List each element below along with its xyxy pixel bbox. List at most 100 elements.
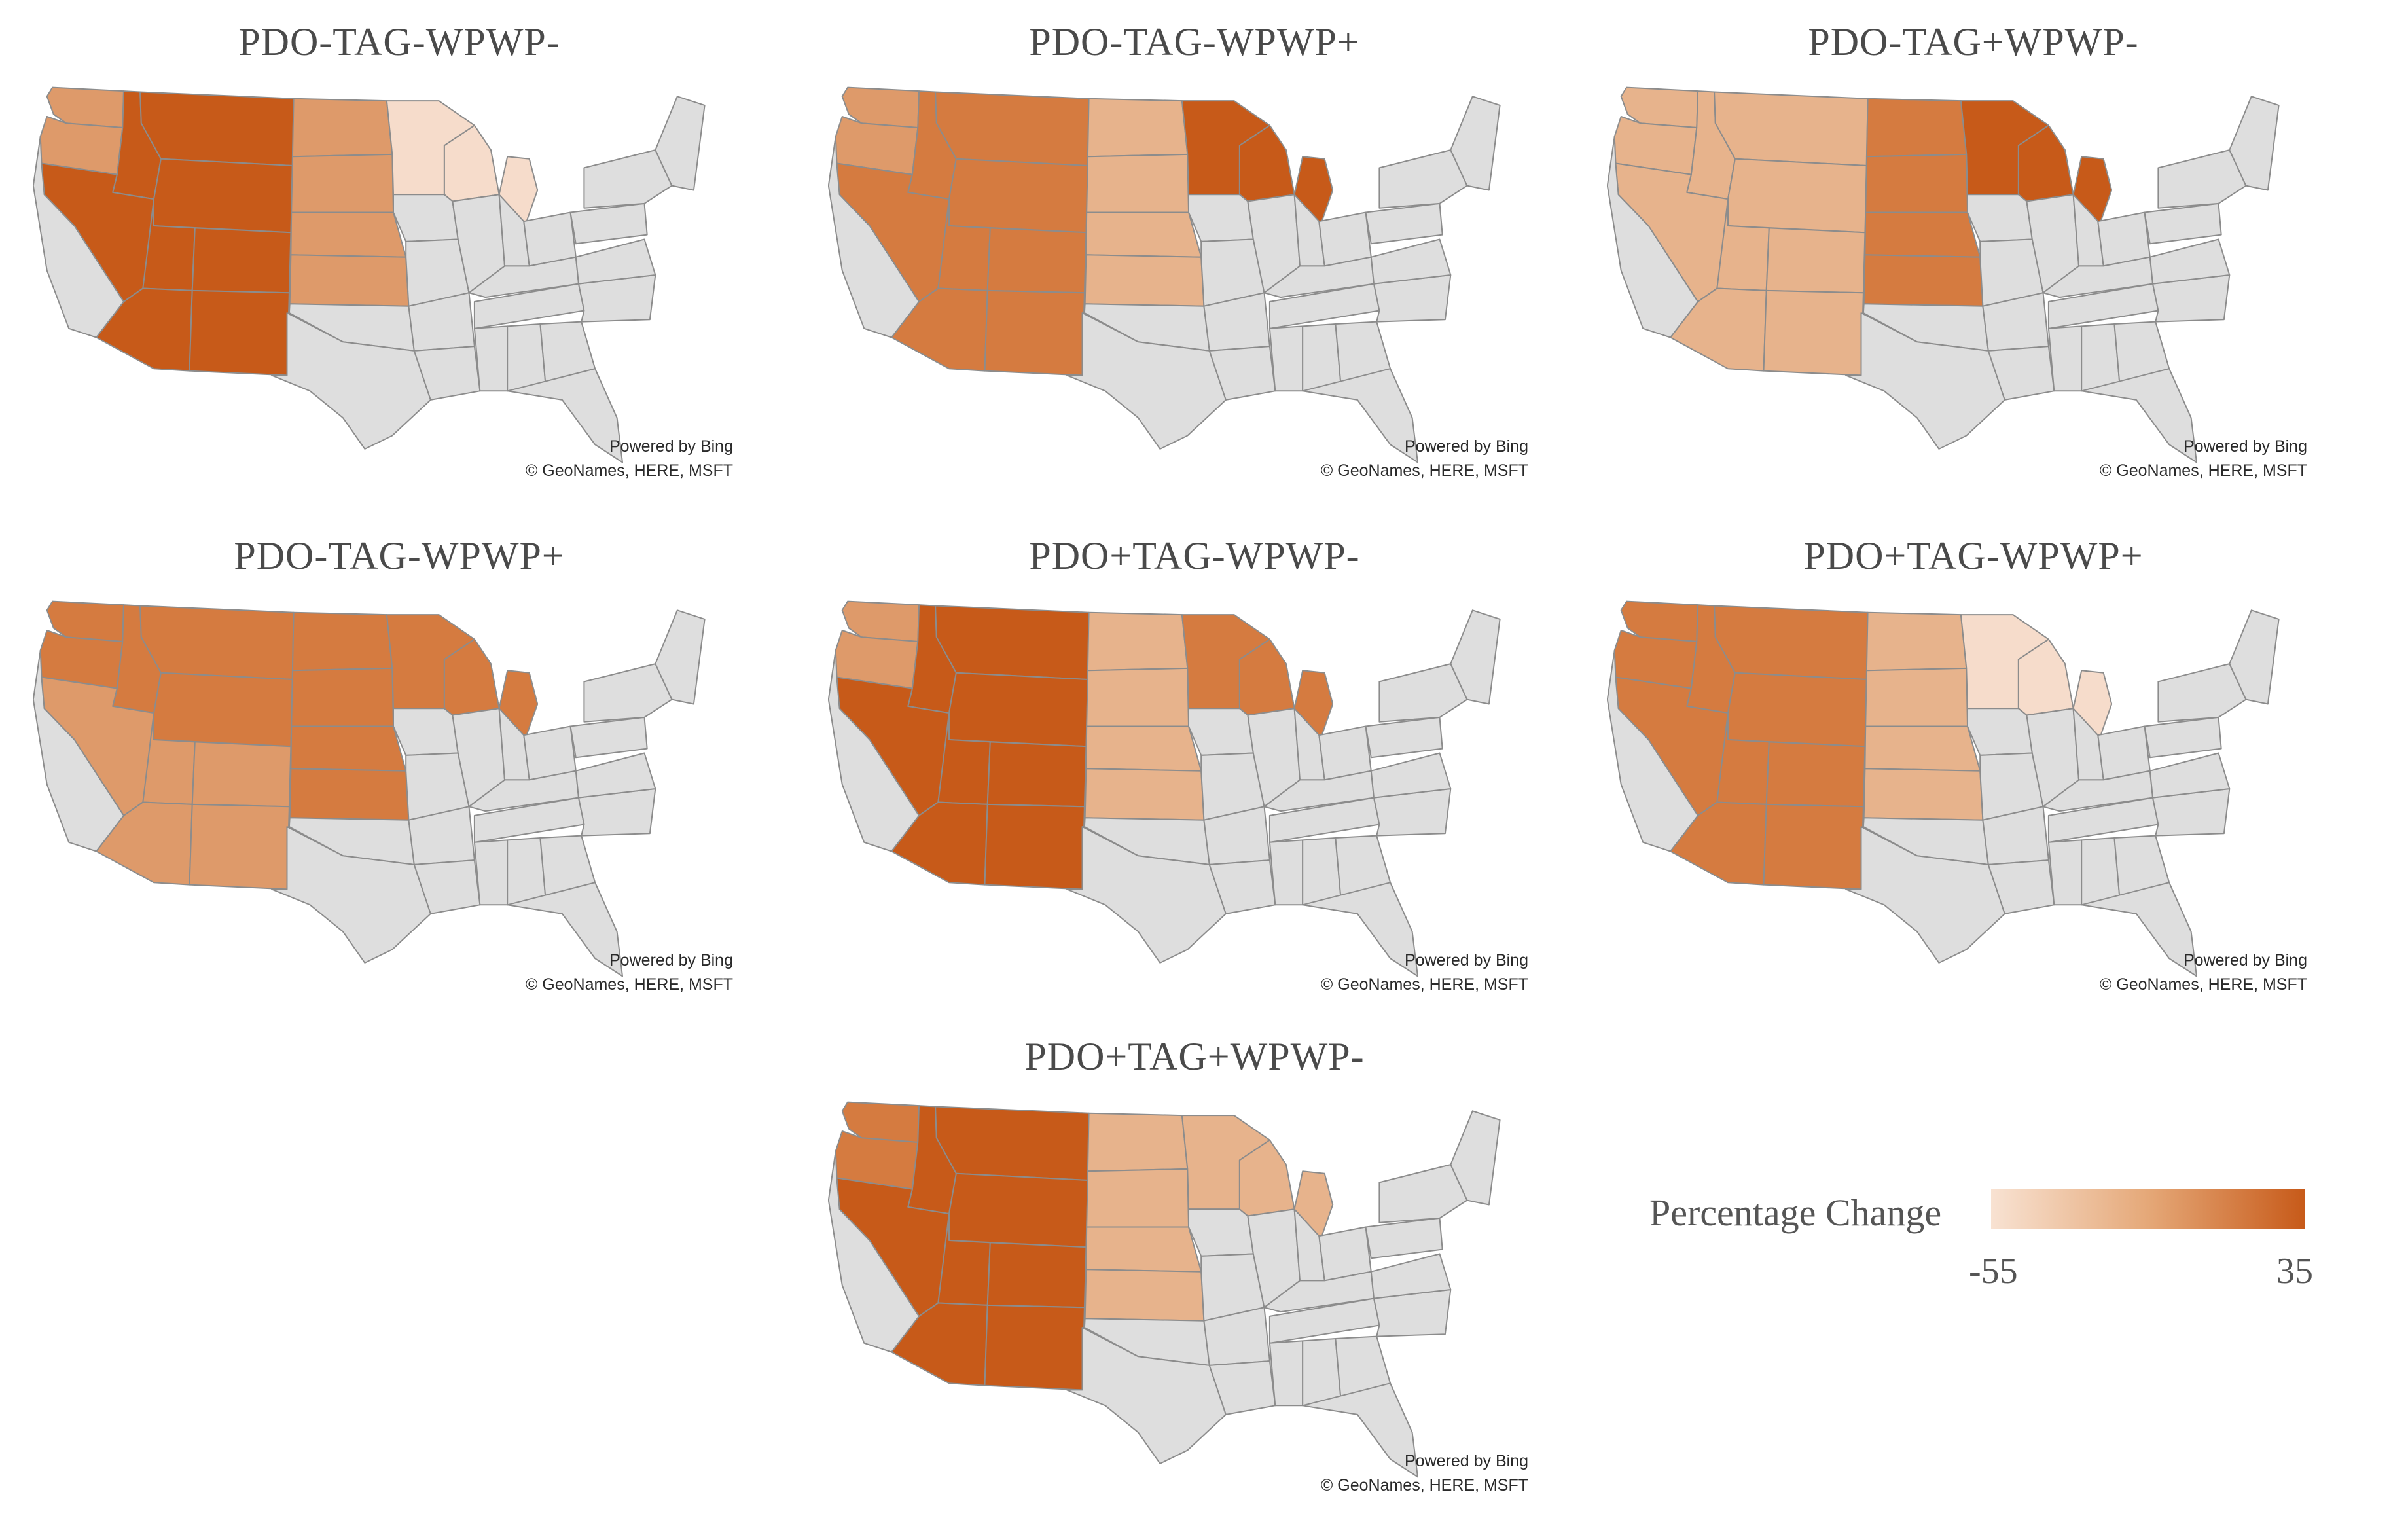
state-iowa: [1188, 194, 1254, 242]
state-nebraska: [1085, 725, 1202, 772]
panel-title: PDO-TAG-WPWP+: [234, 534, 565, 577]
state-new-mexico: [984, 803, 1085, 890]
legend-color-bar: [1990, 1188, 2307, 1230]
state-new-mexico: [1763, 803, 1864, 890]
state-new-york: [1378, 149, 1468, 209]
state-new-england: [1450, 1110, 1501, 1206]
state-virginia: [575, 752, 656, 799]
state-nebraska: [1085, 211, 1202, 258]
state-colorado: [986, 227, 1087, 294]
state-nebraska: [290, 725, 407, 772]
state-california: [828, 1150, 920, 1353]
state-wyoming: [153, 672, 293, 748]
map-panel: PDO+TAG-WPWP- Powered by Bing © GeoNames…: [808, 527, 1581, 998]
state-south-dakota: [1865, 153, 1968, 213]
state-kansas: [1084, 1269, 1205, 1322]
state-florida: [507, 368, 623, 463]
state-pennsylvania: [1365, 1217, 1443, 1259]
panel-title: PDO+TAG-WPWP-: [1029, 534, 1360, 577]
state-new-england: [2229, 609, 2280, 705]
state-texas: [1066, 826, 1227, 964]
credit-line-2: © GeoNames, HERE, MSFT: [2099, 461, 2307, 480]
state-montana: [935, 1106, 1090, 1181]
map-panel: PDO+TAG+WPWP- Powered by Bing © GeoNames…: [808, 1028, 1581, 1499]
us-map: [33, 86, 706, 463]
state-california: [1607, 136, 1698, 338]
state-new-mexico: [1763, 289, 1864, 376]
state-virginia: [1370, 1253, 1452, 1299]
state-pennsylvania: [2144, 202, 2222, 245]
state-new-mexico: [984, 289, 1085, 376]
credit-line-2: © GeoNames, HERE, MSFT: [1320, 1476, 1528, 1494]
state-alabama: [507, 837, 547, 906]
state-colorado: [1765, 227, 1866, 294]
state-colorado: [191, 741, 292, 808]
state-texas: [1066, 1327, 1227, 1464]
state-california: [828, 136, 920, 338]
state-colorado: [1765, 741, 1866, 808]
state-wyoming: [1727, 158, 1867, 234]
state-kansas: [1084, 768, 1205, 821]
state-new-york: [2157, 149, 2247, 209]
state-new-mexico: [189, 803, 290, 890]
state-florida: [1302, 882, 1418, 977]
state-colorado: [986, 1242, 1087, 1309]
state-florida: [2081, 882, 2197, 977]
us-map: [828, 600, 1501, 977]
state-alabama: [1302, 837, 1342, 906]
state-north-dakota: [1865, 611, 1968, 672]
state-alabama: [1302, 1338, 1342, 1407]
state-north-dakota: [1087, 611, 1189, 672]
state-mississippi: [2047, 325, 2083, 392]
state-montana: [139, 91, 295, 166]
credit-line-1: Powered by Bing: [2183, 437, 2307, 456]
state-texas: [271, 312, 431, 450]
map-panel: PDO-TAG-WPWP+ Powered by Bing © GeoNames…: [13, 527, 785, 998]
state-north-dakota: [1087, 1112, 1189, 1172]
state-new-england: [655, 609, 706, 705]
state-north-dakota: [291, 98, 393, 158]
state-south-dakota: [1086, 667, 1189, 727]
state-texas: [271, 826, 431, 964]
state-kansas: [1863, 254, 1984, 307]
state-florida: [1302, 1382, 1418, 1478]
state-mississippi: [1268, 325, 1304, 392]
state-mississippi: [473, 325, 509, 392]
us-map: [1607, 86, 2280, 463]
credit-line-1: Powered by Bing: [1404, 437, 1528, 456]
state-south-dakota: [291, 153, 394, 213]
state-wyoming: [948, 1172, 1088, 1248]
state-iowa: [1188, 1208, 1254, 1257]
state-new-mexico: [984, 1304, 1085, 1391]
state-virginia: [2149, 752, 2231, 799]
state-alabama: [2081, 323, 2121, 392]
us-map: [33, 600, 706, 977]
state-new-york: [2157, 663, 2247, 723]
state-wyoming: [153, 158, 293, 234]
state-iowa: [1967, 194, 2033, 242]
panel-title: PDO-TAG-WPWP-: [238, 20, 560, 63]
state-montana: [935, 91, 1090, 166]
credit-line-1: Powered by Bing: [609, 437, 733, 456]
state-nebraska: [1864, 211, 1981, 258]
state-colorado: [986, 741, 1087, 808]
legend-max-label: 35: [2276, 1251, 2313, 1292]
state-virginia: [1370, 238, 1452, 285]
state-south-dakota: [1865, 667, 1968, 727]
state-new-york: [1378, 663, 1468, 723]
state-iowa: [393, 194, 459, 242]
credit-line-2: © GeoNames, HERE, MSFT: [1320, 975, 1528, 994]
state-pennsylvania: [1365, 202, 1443, 245]
state-alabama: [507, 323, 547, 392]
state-new-england: [1450, 96, 1501, 191]
state-florida: [2081, 368, 2197, 463]
state-kansas: [289, 768, 410, 821]
state-new-mexico: [189, 289, 290, 376]
state-california: [33, 136, 124, 338]
state-south-dakota: [1086, 1168, 1189, 1228]
state-texas: [1066, 312, 1227, 450]
panel-title: PDO+TAG-WPWP+: [1803, 534, 2144, 577]
state-nebraska: [1085, 1226, 1202, 1273]
state-nebraska: [290, 211, 407, 258]
state-mississippi: [2047, 839, 2083, 906]
